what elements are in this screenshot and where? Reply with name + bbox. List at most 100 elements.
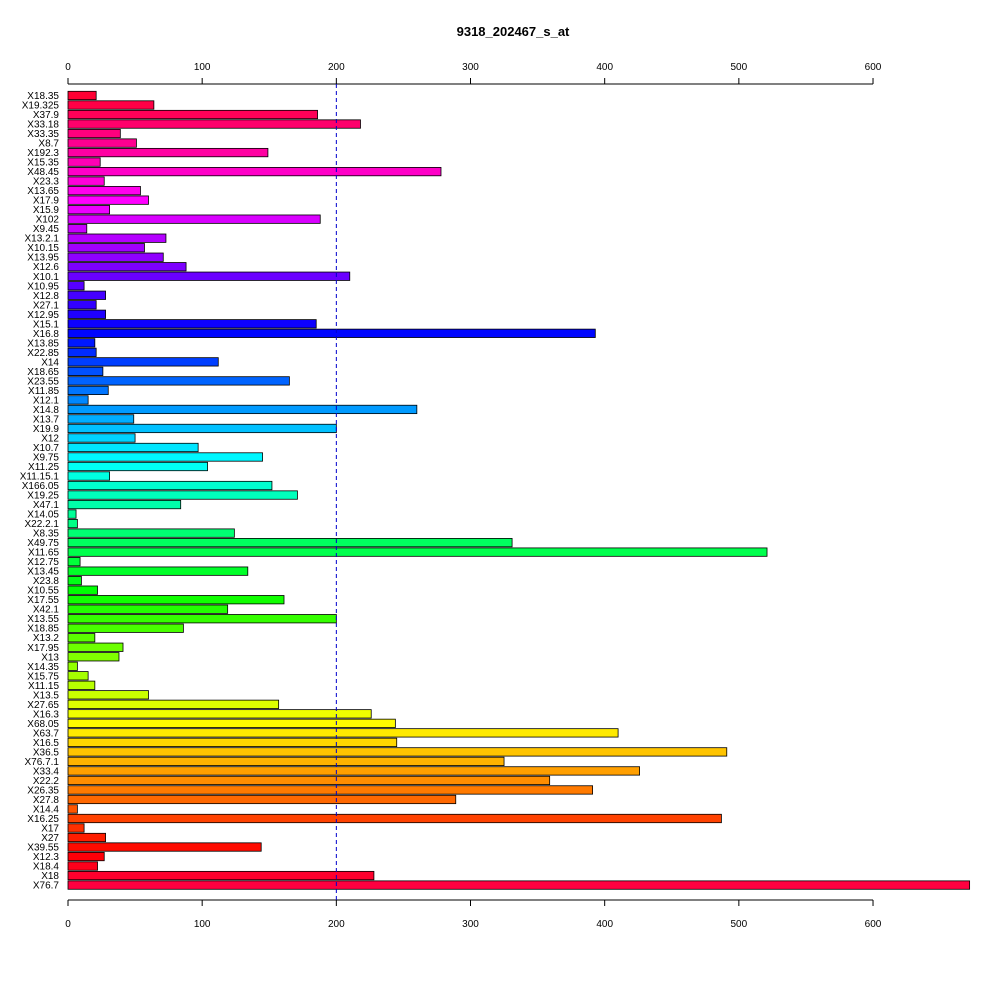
bar-X22.2 bbox=[67, 775, 551, 786]
category-label: X18.4 bbox=[33, 862, 60, 873]
category-label: X13.45 bbox=[27, 567, 59, 578]
category-label: X10.15 bbox=[27, 243, 59, 254]
category-label: X13.7 bbox=[33, 414, 60, 425]
category-label: X10.7 bbox=[33, 443, 60, 454]
bar-X19.9 bbox=[67, 423, 337, 434]
category-label: X18.85 bbox=[27, 624, 59, 635]
category-label: X22.2 bbox=[33, 776, 60, 787]
category-label: X11.65 bbox=[28, 548, 59, 559]
bar-X23.8 bbox=[67, 576, 82, 586]
bar-X27 bbox=[67, 832, 106, 843]
bar-X13.2 bbox=[67, 633, 96, 643]
category-label: X17 bbox=[41, 824, 59, 835]
category-label: X13.85 bbox=[27, 338, 59, 349]
bar-X17.95 bbox=[67, 642, 124, 652]
category-label: X12.6 bbox=[33, 262, 60, 273]
tick-label: 100 bbox=[194, 62, 211, 73]
bar-X15.35 bbox=[67, 157, 101, 167]
bar-X27.65 bbox=[67, 699, 280, 709]
bar-X18.65 bbox=[67, 366, 104, 376]
category-label: X22.2.1 bbox=[25, 519, 60, 530]
bars bbox=[67, 90, 971, 890]
category-label: X12.8 bbox=[33, 291, 60, 302]
category-label: X10.95 bbox=[27, 281, 59, 292]
category-label: X16.25 bbox=[27, 814, 59, 825]
tick-label: 600 bbox=[865, 62, 882, 73]
bottom-axis: 0 100 200 300 400 500 600 bbox=[65, 899, 882, 930]
bar-X13.2.1 bbox=[67, 233, 167, 243]
bar-X17.55 bbox=[67, 595, 285, 605]
category-label: X36.5 bbox=[33, 747, 60, 758]
category-label: X10.55 bbox=[27, 586, 59, 597]
category-label: X19.9 bbox=[33, 424, 60, 435]
category-label: X15.9 bbox=[33, 205, 60, 216]
tick-label: 200 bbox=[328, 62, 345, 73]
bar-X16.25 bbox=[67, 813, 722, 824]
category-label: X166.05 bbox=[22, 481, 60, 492]
category-label: X13.95 bbox=[27, 253, 59, 264]
bar-X13.5 bbox=[67, 690, 149, 700]
bar-X11.85 bbox=[67, 385, 109, 396]
bar-X26.35 bbox=[67, 785, 593, 795]
category-label: X22.85 bbox=[27, 348, 59, 359]
bar-X12.8 bbox=[67, 290, 106, 300]
top-axis: 0 100 200 300 400 500 600 bbox=[65, 62, 882, 85]
category-label: X33.35 bbox=[27, 129, 59, 140]
tick-label: 0 bbox=[65, 919, 71, 930]
bar-X16.5 bbox=[67, 737, 398, 747]
category-label: X13.55 bbox=[27, 614, 59, 625]
category-label: X16.5 bbox=[33, 738, 60, 749]
category-label: X49.75 bbox=[27, 538, 59, 549]
category-label: X12.75 bbox=[27, 557, 59, 568]
category-label: X27.65 bbox=[27, 700, 59, 711]
tick-label: 300 bbox=[462, 919, 479, 930]
tick-label: 100 bbox=[194, 919, 211, 930]
category-label: X14.4 bbox=[33, 804, 60, 815]
bar-X13.7 bbox=[67, 414, 135, 424]
category-label: X13.65 bbox=[27, 186, 59, 197]
bar-X15.9 bbox=[67, 205, 110, 215]
bar-X13 bbox=[67, 652, 120, 662]
bar-X33.4 bbox=[67, 766, 640, 776]
category-label: X42.1 bbox=[33, 605, 60, 616]
bar-X14.4 bbox=[67, 804, 78, 814]
bar-X68.05 bbox=[67, 718, 396, 728]
bar-X49.75 bbox=[67, 538, 513, 548]
bar-X13.65 bbox=[67, 186, 141, 196]
bar-X15.1 bbox=[67, 319, 317, 329]
tick-label: 400 bbox=[596, 62, 613, 73]
category-label: X11.25 bbox=[28, 462, 59, 473]
bar-X47.1 bbox=[67, 499, 182, 510]
bar-X11.15 bbox=[67, 680, 96, 690]
category-label: X37.9 bbox=[33, 110, 60, 121]
tick-label: 600 bbox=[865, 919, 882, 930]
category-label: X33.18 bbox=[27, 120, 59, 131]
category-label: X15.35 bbox=[27, 158, 59, 169]
category-label: X16.3 bbox=[33, 709, 60, 720]
bar-X18 bbox=[67, 870, 375, 881]
bar-X13.55 bbox=[67, 614, 337, 624]
bar-X13.85 bbox=[67, 338, 96, 348]
category-label: X9.45 bbox=[33, 224, 60, 235]
bar-X11.15.1 bbox=[67, 471, 110, 481]
category-label: X27.8 bbox=[33, 795, 60, 806]
category-label: X16.8 bbox=[33, 329, 60, 340]
category-label: X23.8 bbox=[33, 576, 60, 587]
bar-X8.35 bbox=[67, 528, 235, 538]
category-label: X76.7 bbox=[33, 881, 60, 892]
bar-X12.75 bbox=[67, 557, 81, 567]
bar-X10.15 bbox=[67, 243, 145, 253]
category-label: X13 bbox=[41, 652, 59, 663]
tick-label: 200 bbox=[328, 919, 345, 930]
category-label: X18.65 bbox=[27, 367, 59, 378]
category-label: X76.7.1 bbox=[25, 757, 60, 768]
category-label: X27.1 bbox=[33, 300, 60, 311]
category-label: X11.85 bbox=[28, 386, 59, 397]
category-label: X63.7 bbox=[33, 728, 60, 739]
bar-X10.95 bbox=[67, 281, 85, 291]
bar-X14.05 bbox=[67, 509, 77, 519]
category-label: X12.95 bbox=[27, 310, 59, 321]
bar-X27.1 bbox=[67, 300, 97, 310]
bar-X13.95 bbox=[67, 252, 164, 262]
bar-X23.55 bbox=[67, 376, 290, 386]
